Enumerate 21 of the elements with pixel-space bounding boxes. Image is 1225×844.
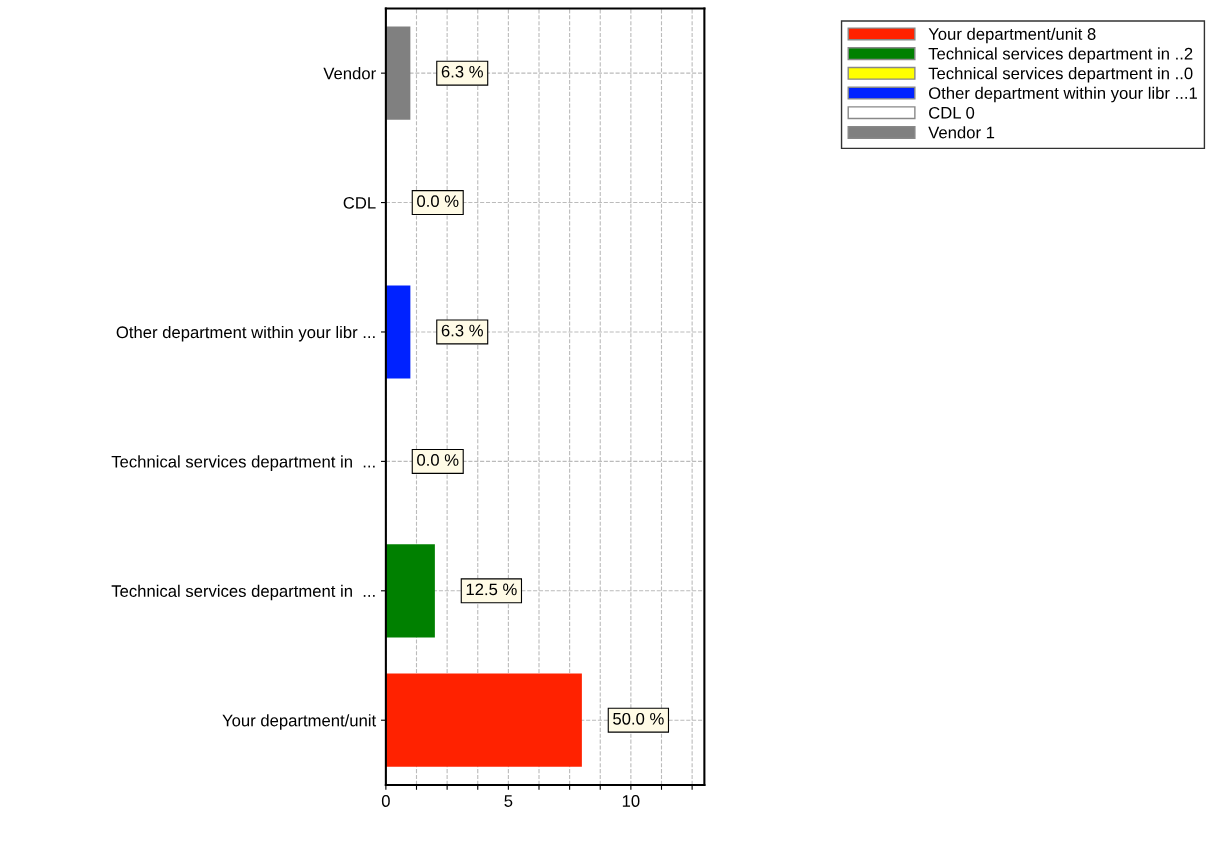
x-tick-label: 0 (381, 795, 390, 807)
legend-label: Technical services department in ..2 (928, 47, 1193, 63)
legend-label: Technical services department in ..0 (928, 67, 1193, 83)
annotation: 6.3 % (441, 324, 483, 337)
legend-label: Vendor 1 (928, 126, 995, 139)
annotation: 0.0 % (417, 195, 459, 208)
legend-label: Your department/unit 8 (928, 27, 1096, 44)
y-tick-label: Your department/unit (222, 714, 377, 730)
x-tick-label: 5 (504, 795, 513, 807)
annotation: 6.3 % (441, 65, 483, 78)
y-tick-label: CDL (343, 196, 376, 209)
legend-label: Other department within your libr ...1 (928, 86, 1197, 103)
y-tick-label: Other department within your libr ... (116, 325, 375, 342)
annotation: 12.5 % (466, 583, 517, 596)
annotation: 50.0 % (613, 712, 664, 725)
y-tick-label: Technical services department in ... (111, 455, 375, 471)
x-tick-label: 10 (622, 795, 640, 807)
y-tick-label: Vendor (323, 67, 376, 80)
legend-label: CDL 0 (929, 106, 975, 119)
annotation: 0.0 % (417, 454, 459, 466)
y-tick-label: Technical services department in ... (111, 584, 375, 601)
